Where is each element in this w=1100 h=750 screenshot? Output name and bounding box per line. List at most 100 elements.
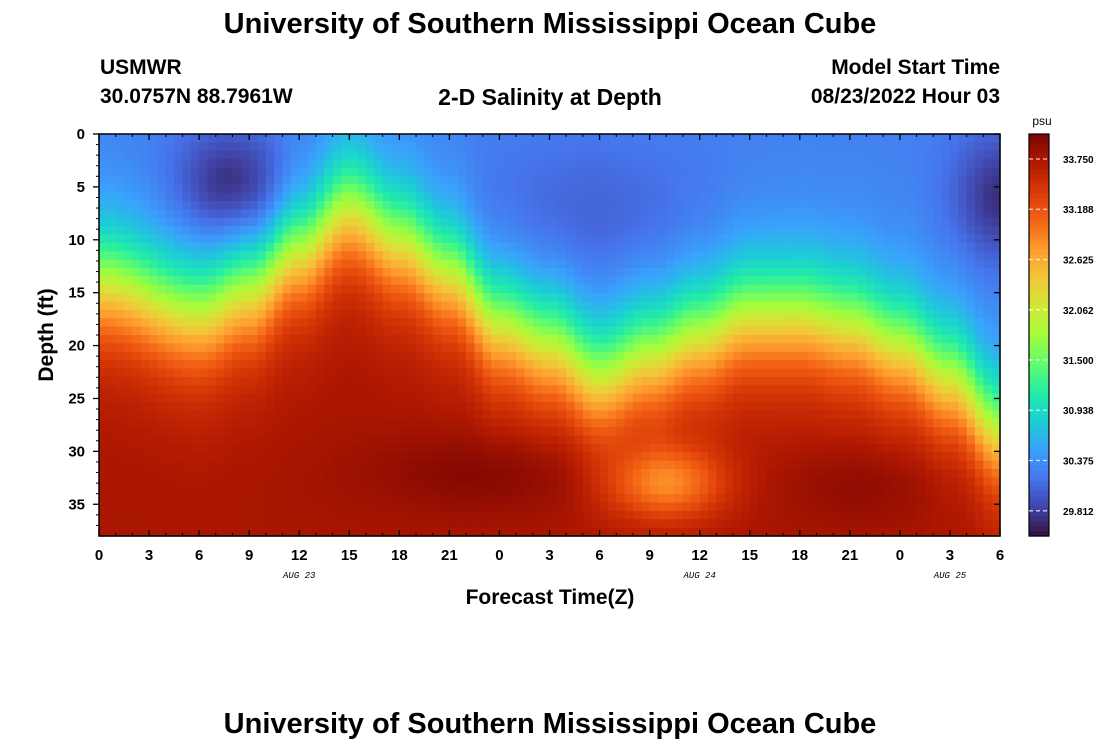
heatmap-cell xyxy=(340,284,350,294)
heatmap-cell xyxy=(190,360,200,370)
heatmap-cell xyxy=(399,427,409,437)
heatmap-cell xyxy=(507,175,517,185)
heatmap-cell xyxy=(424,309,434,319)
heatmap-cell xyxy=(299,142,309,152)
heatmap-cell xyxy=(733,376,742,386)
heatmap-cell xyxy=(632,427,642,437)
heatmap-cell xyxy=(274,234,284,244)
heatmap-cell xyxy=(499,150,509,160)
heatmap-cell xyxy=(165,242,175,252)
heatmap-cell xyxy=(933,159,943,169)
heatmap-cell xyxy=(132,226,142,236)
heatmap-cell xyxy=(883,209,893,219)
heatmap-cell xyxy=(607,427,617,437)
heatmap-cell xyxy=(616,242,626,252)
heatmap-cell xyxy=(399,376,409,386)
heatmap-cell xyxy=(641,502,651,512)
heatmap-cell xyxy=(157,494,167,504)
heatmap-cell xyxy=(908,251,918,261)
heatmap-cell xyxy=(507,452,517,462)
heatmap-cell xyxy=(107,242,117,252)
heatmap-cell xyxy=(833,385,843,395)
heatmap-cell xyxy=(149,510,158,520)
heatmap-cell xyxy=(482,502,492,512)
heatmap-cell xyxy=(849,335,859,344)
heatmap-cell xyxy=(983,301,993,311)
heatmap-cell xyxy=(657,385,667,395)
heatmap-cell xyxy=(340,402,350,411)
heatmap-cell xyxy=(974,326,984,336)
heatmap-cell xyxy=(432,402,442,411)
heatmap-cell xyxy=(991,469,1001,478)
heatmap-cell xyxy=(165,510,175,520)
heatmap-cell xyxy=(165,142,175,152)
heatmap-cell xyxy=(382,402,392,411)
heatmap-cell xyxy=(257,343,267,353)
heatmap-cell xyxy=(666,469,676,478)
heatmap-cell xyxy=(682,477,692,487)
heatmap-cell xyxy=(332,343,342,353)
heatmap-cell xyxy=(507,410,517,420)
heatmap-cell xyxy=(499,276,509,286)
heatmap-cell xyxy=(499,502,509,512)
heatmap-cell xyxy=(374,175,384,185)
heatmap-cell xyxy=(274,427,284,437)
heatmap-cell xyxy=(249,410,259,420)
heatmap-cell xyxy=(607,201,617,210)
heatmap-cell xyxy=(966,494,976,504)
heatmap-cell xyxy=(783,368,793,378)
heatmap-cell xyxy=(724,469,734,478)
heatmap-cell xyxy=(966,167,976,177)
heatmap-cell xyxy=(741,460,751,470)
heatmap-cell xyxy=(783,494,793,504)
heatmap-cell xyxy=(599,268,609,277)
heatmap-cell xyxy=(424,335,434,344)
heatmap-cell xyxy=(474,226,484,236)
heatmap-cell xyxy=(557,427,567,437)
heatmap-cell xyxy=(132,259,142,269)
heatmap-cell xyxy=(240,326,250,336)
heatmap-cell xyxy=(365,318,375,328)
heatmap-cell xyxy=(340,184,350,194)
heatmap-cell xyxy=(741,192,751,202)
heatmap-cell xyxy=(641,510,651,520)
heatmap-cell xyxy=(883,443,893,453)
heatmap-cell xyxy=(299,452,309,462)
heatmap-cell xyxy=(491,326,501,336)
heatmap-cell xyxy=(749,469,759,478)
heatmap-cell xyxy=(474,134,484,143)
heatmap-cell xyxy=(949,301,959,311)
heatmap-cell xyxy=(799,134,809,143)
heatmap-cell xyxy=(315,226,325,236)
heatmap-cell xyxy=(699,209,709,219)
heatmap-cell xyxy=(399,393,409,403)
heatmap-cell xyxy=(557,284,567,294)
heatmap-cell xyxy=(190,284,200,294)
heatmap-cell xyxy=(374,259,384,269)
heatmap-cell xyxy=(549,293,559,303)
heatmap-cell xyxy=(574,142,584,152)
heatmap-cell xyxy=(591,360,601,370)
heatmap-cell xyxy=(891,376,901,386)
heatmap-cell xyxy=(357,184,367,194)
heatmap-cell xyxy=(949,192,959,202)
heatmap-cell xyxy=(516,301,526,311)
heatmap-cell xyxy=(507,418,517,428)
heatmap-cell xyxy=(190,268,200,277)
heatmap-cell xyxy=(624,360,634,370)
heatmap-cell xyxy=(290,234,300,244)
heatmap-cell xyxy=(649,385,659,395)
heatmap-cell xyxy=(482,326,492,336)
heatmap-cell xyxy=(132,443,142,453)
heatmap-cell xyxy=(891,460,901,470)
heatmap-cell xyxy=(441,318,450,328)
heatmap-cell xyxy=(624,184,634,194)
heatmap-cell xyxy=(432,343,442,353)
heatmap-cell xyxy=(449,284,459,294)
heatmap-cell xyxy=(724,460,734,470)
heatmap-cell xyxy=(783,485,793,495)
heatmap-cell xyxy=(157,360,167,370)
heatmap-cell xyxy=(933,276,943,286)
heatmap-cell xyxy=(324,485,334,495)
heatmap-cell xyxy=(499,435,509,445)
